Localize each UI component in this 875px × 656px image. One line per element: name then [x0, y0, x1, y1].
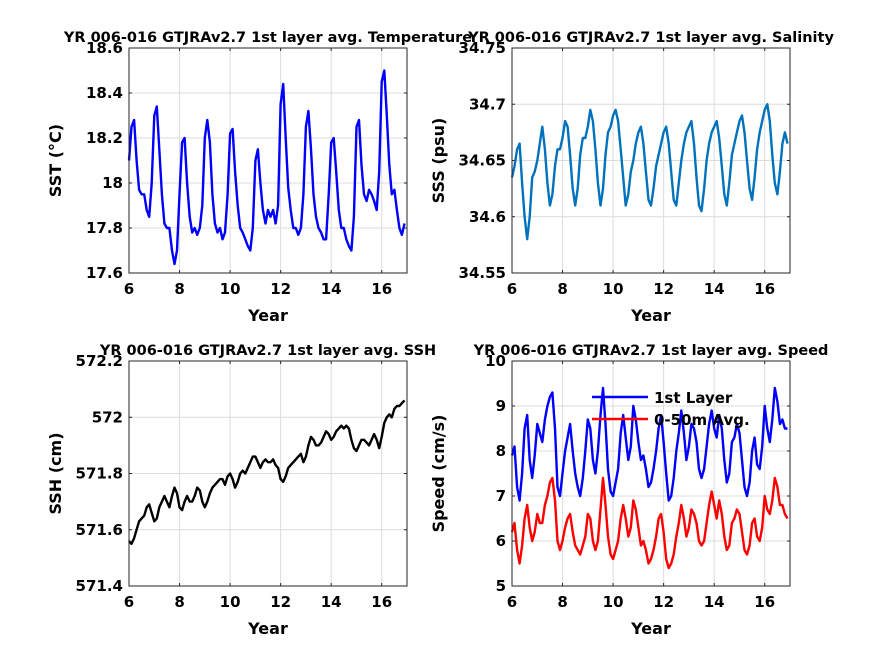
y-tick-label: 571.4 — [76, 577, 123, 595]
x-tick-label: 14 — [704, 280, 725, 298]
y-tick-label: 9 — [496, 397, 506, 415]
y-tick-label: 572 — [92, 408, 123, 426]
axes-box — [511, 47, 791, 274]
x-tick-label: 12 — [270, 280, 291, 298]
chart-title: YR 006-016 GTJRAv2.7 1st layer avg. Spee… — [473, 343, 829, 359]
x-axis-label: Year — [247, 619, 288, 638]
x-tick-label: 16 — [371, 280, 392, 298]
x-tick-label: 10 — [220, 593, 241, 611]
x-tick-label: 10 — [220, 280, 241, 298]
series-line-2 — [510, 476, 789, 570]
x-tick-label: 12 — [270, 593, 291, 611]
chart-panel-3: 6 8 10 12 14 16 571.4 571.6 571.8 572 572.2 Year SSH… — [46, 343, 436, 638]
x-axis-label: Year — [630, 306, 671, 325]
x-tick-label: 10 — [603, 593, 624, 611]
x-axis-label: Year — [247, 306, 288, 325]
y-tick-label: 5 — [496, 577, 506, 595]
y-tick-label: 10 — [485, 352, 506, 370]
y-tick-label: 8 — [496, 442, 506, 460]
chart-title: YR 006-016 GTJRAv2.7 1st layer avg. SSH — [99, 343, 436, 359]
y-axis-label: Speed (cm/s) — [429, 415, 448, 533]
y-tick-label: 571.6 — [76, 521, 123, 539]
legend-entry: 1st Layer — [654, 389, 733, 407]
axes-box — [128, 47, 408, 274]
x-tick-label: 14 — [704, 593, 725, 611]
chart-title: YR 006-016 GTJRAv2.7 1st layer avg. Temp… — [63, 30, 472, 46]
y-tick-label: 34.65 — [459, 152, 506, 170]
y-tick-label: 17.8 — [86, 219, 123, 237]
y-tick-label: 572.2 — [76, 352, 123, 370]
y-tick-label: 34.7 — [469, 95, 506, 113]
axes-box — [511, 360, 791, 587]
x-tick-label: 6 — [507, 280, 517, 298]
x-tick-label: 16 — [754, 593, 775, 611]
y-tick-label: 18.6 — [86, 39, 123, 57]
x-tick-label: 12 — [653, 280, 674, 298]
series-line-1 — [128, 399, 406, 545]
x-tick-label: 6 — [124, 280, 134, 298]
x-tick-label: 6 — [124, 593, 134, 611]
series-line-1 — [510, 386, 788, 502]
y-tick-label: 34.6 — [469, 208, 506, 226]
y-tick-label: 34.55 — [459, 264, 506, 282]
x-tick-label: 16 — [371, 593, 392, 611]
y-tick-label: 34.75 — [459, 39, 506, 57]
y-tick-label: 18 — [102, 174, 123, 192]
chart-title: YR 006-016 GTJRAv2.7 1st layer avg. Sali… — [467, 30, 834, 46]
x-tick-label: 16 — [754, 280, 775, 298]
x-tick-label: 6 — [507, 593, 517, 611]
x-tick-label: 8 — [557, 593, 567, 611]
y-tick-label: 18.2 — [86, 129, 123, 147]
y-tick-label: 17.6 — [86, 264, 123, 282]
y-axis-label: SST (°C) — [46, 124, 65, 197]
x-tick-label: 8 — [557, 280, 567, 298]
x-tick-label: 8 — [174, 280, 184, 298]
legend-entry: 0-50m Avg. — [654, 411, 750, 429]
y-axis-label: SSS (psu) — [429, 118, 448, 204]
x-tick-label: 10 — [603, 280, 624, 298]
y-tick-label: 7 — [496, 487, 506, 505]
legend: 1st Layer 0-50m Avg. — [592, 389, 750, 429]
chart-panel-2: 6 8 10 12 14 16 34.55 34.6 34.65 34.7 34.75 Year SSS… — [429, 30, 834, 325]
series-line-1 — [510, 103, 789, 241]
y-axis-label: SSH (cm) — [46, 432, 65, 514]
chart-panel-1: 6 8 10 12 14 16 17.6 17.8 18 18.2 18.4 18.6 Year SST … — [46, 30, 472, 325]
axes-box — [128, 360, 408, 587]
x-tick-label: 14 — [321, 280, 342, 298]
x-tick-label: 14 — [321, 593, 342, 611]
y-tick-label: 18.4 — [86, 84, 123, 102]
x-tick-label: 12 — [653, 593, 674, 611]
y-tick-label: 6 — [496, 532, 506, 550]
series-line-1 — [127, 69, 406, 266]
x-tick-label: 8 — [174, 593, 184, 611]
x-axis-label: Year — [630, 619, 671, 638]
y-tick-label: 571.8 — [76, 465, 123, 483]
